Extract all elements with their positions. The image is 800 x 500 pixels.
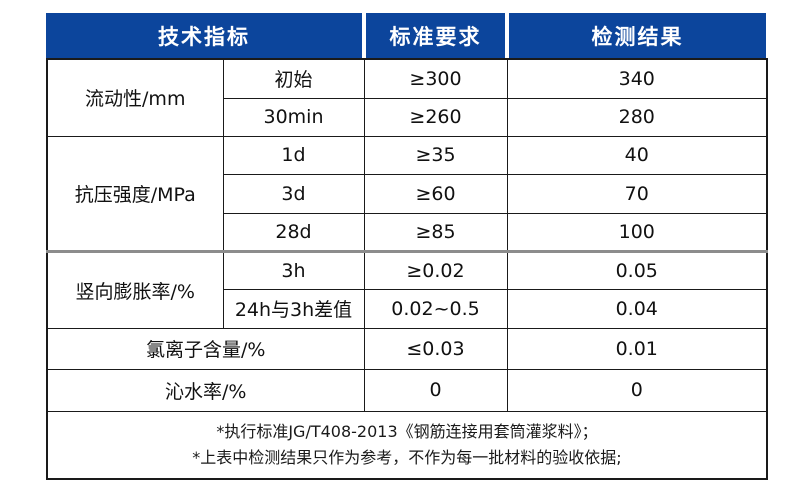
- cell-requirement: ≤0.03: [363, 327, 508, 370]
- table-row: 竖向膨胀率/% 3h ≥0.02 0.05: [46, 249, 768, 329]
- cell-merged-indicator: 沁水率/%: [46, 368, 365, 412]
- note-line-2: *上表中检测结果只作为参考，不作为每一批材料的验收依据;: [192, 447, 622, 467]
- table-row: 沁水率/% 0 0: [46, 368, 768, 412]
- table-row: 24h与3h差值 0.02~0.5 0.04: [47, 288, 768, 329]
- cell-result: 280: [506, 97, 768, 137]
- header-cell-test-result: 检测结果: [509, 13, 766, 58]
- cell-sub: 3d: [222, 173, 365, 214]
- cell-sub: 30min: [222, 97, 365, 137]
- cell-result: 0.04: [506, 288, 768, 329]
- cell-group: 抗压强度/MPa: [46, 135, 224, 252]
- cell-sub: 28d: [222, 212, 365, 252]
- table-row: 抗压强度/MPa 1d ≥35 40: [46, 135, 768, 252]
- table-header-row: 技术指标 标准要求 检测结果: [46, 13, 766, 58]
- cell-result: 0.05: [506, 249, 768, 290]
- cell-requirement: ≥35: [363, 135, 508, 175]
- note-line-1: *执行标准JG/T408-2013《钢筋连接用套筒灌浆料》；: [216, 421, 598, 441]
- cell-sub: 初始: [222, 58, 365, 99]
- header-cell-standard-requirement: 标准要求: [366, 13, 505, 58]
- cell-result: 340: [506, 58, 768, 99]
- cell-sub: 1d: [222, 135, 365, 175]
- table-row: 氯离子含量/% ≤0.03 0.01: [46, 327, 768, 370]
- cell-requirement: ≥85: [363, 212, 508, 252]
- spec-table-body: 流动性/mm 初始 ≥300 340 30min ≥260 280 抗压强度/M…: [46, 58, 768, 480]
- notes-row: *执行标准JG/T408-2013《钢筋连接用套筒灌浆料》； *上表中检测结果只…: [46, 410, 768, 480]
- cell-requirement: 0.02~0.5: [363, 288, 508, 329]
- table-row: 3d ≥60 70: [47, 173, 768, 214]
- cell-result: 40: [506, 135, 768, 175]
- cell-group: 流动性/mm: [46, 58, 224, 137]
- cell-result: 70: [506, 173, 768, 214]
- cell-requirement: ≥260: [363, 97, 508, 137]
- cell-result: 100: [506, 212, 768, 252]
- cell-sub: 24h与3h差值: [222, 288, 365, 329]
- cell-result: 0.01: [506, 327, 768, 370]
- cell-requirement: ≥300: [363, 58, 508, 99]
- cell-group: 竖向膨胀率/%: [46, 249, 224, 329]
- cell-merged-indicator: 氯离子含量/%: [46, 327, 365, 370]
- spec-table: 技术指标 标准要求 检测结果 流动性/mm 初始 ≥300 340 30min …: [46, 13, 768, 480]
- cell-sub: 3h: [222, 249, 365, 290]
- header-cell-technical-index: 技术指标: [46, 13, 362, 58]
- table-row: 流动性/mm 初始 ≥300 340: [46, 58, 768, 137]
- table-row: 28d ≥85 100: [47, 212, 768, 252]
- cell-requirement: ≥60: [363, 173, 508, 214]
- table-row: 30min ≥260 280: [47, 97, 768, 137]
- cell-requirement: 0: [363, 368, 508, 412]
- footnotes: *执行标准JG/T408-2013《钢筋连接用套筒灌浆料》； *上表中检测结果只…: [46, 410, 768, 480]
- cell-requirement: ≥0.02: [363, 249, 508, 290]
- cell-result: 0: [506, 368, 768, 412]
